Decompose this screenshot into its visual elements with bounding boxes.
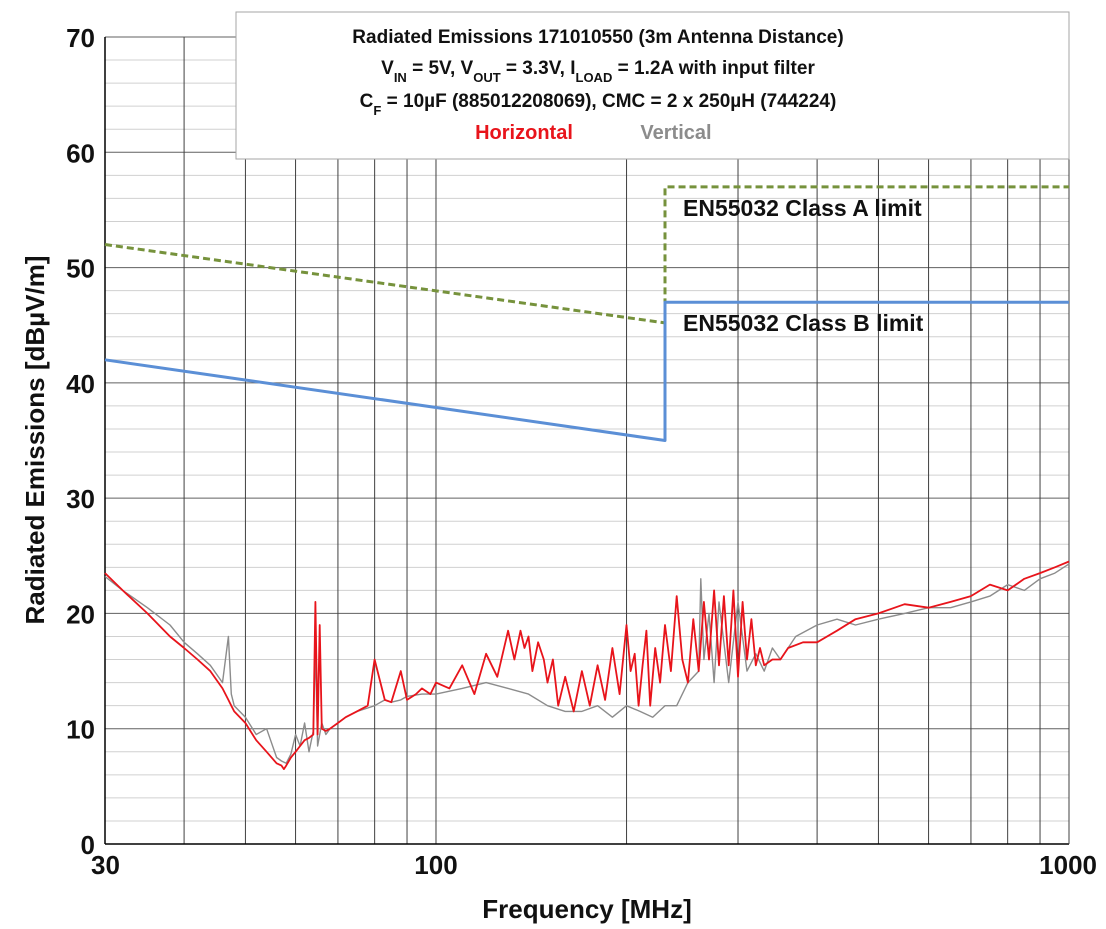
y-tick-label: 50 bbox=[66, 254, 95, 284]
x-tick-label: 30 bbox=[91, 850, 120, 880]
vertical-series-line bbox=[104, 563, 1070, 764]
class-b-limit-line bbox=[104, 300, 1069, 442]
series-layer bbox=[104, 185, 1070, 770]
title-cf-c: C bbox=[360, 91, 374, 112]
y-tick-label: 10 bbox=[66, 715, 95, 745]
y-tick-label: 0 bbox=[81, 830, 95, 860]
y-tick-label: 60 bbox=[66, 138, 95, 168]
class-a-limit-line bbox=[104, 185, 1069, 325]
x-tick-label: 100 bbox=[414, 850, 457, 880]
title-iload-i: = 3.3V, I bbox=[501, 58, 576, 79]
y-tick-label: 20 bbox=[66, 599, 95, 629]
legend-horizontal: Horizontal bbox=[475, 122, 573, 144]
title-cf-sub: F bbox=[373, 103, 381, 118]
class-a-limit-label: EN55032 Class A limit bbox=[683, 195, 922, 221]
y-tick-label: 70 bbox=[66, 23, 95, 53]
title-box bbox=[235, 11, 1070, 160]
class-b-limit-label: EN55032 Class B limit bbox=[683, 310, 924, 336]
y-tick-label: 40 bbox=[66, 369, 95, 399]
title-cf-rest: = 10µF (885012208069), CMC = 2 x 250µH (… bbox=[381, 91, 836, 112]
title-iload-sub: LOAD bbox=[576, 70, 613, 85]
chart-title-line1: Radiated Emissions 171010550 (3m Antenna… bbox=[352, 27, 843, 48]
title-vout-sub: OUT bbox=[473, 70, 501, 85]
x-axis-title: Frequency [MHz] bbox=[482, 894, 691, 924]
x-tick-label: 1000 bbox=[1039, 850, 1097, 880]
chart-title-line2: VIN = 5V, VOUT = 3.3V, ILOAD = 1.2A with… bbox=[381, 58, 815, 85]
horizontal-series-line bbox=[104, 560, 1070, 770]
tick-labels: 0 10 20 30 40 50 60 70 30 100 1000 bbox=[66, 23, 1097, 880]
title-vin-sub: IN bbox=[394, 70, 407, 85]
chart-title-line3: CF = 10µF (885012208069), CMC = 2 x 250µ… bbox=[360, 91, 837, 118]
title-iload-rest: = 1.2A with input filter bbox=[612, 58, 815, 79]
y-tick-label: 30 bbox=[66, 484, 95, 514]
title-vout-v: = 5V, V bbox=[407, 58, 474, 79]
legend-vertical: Vertical bbox=[640, 122, 711, 144]
y-axis-title: Radiated Emissions [dBµV/m] bbox=[20, 256, 50, 625]
title-vin-v: V bbox=[381, 58, 394, 79]
